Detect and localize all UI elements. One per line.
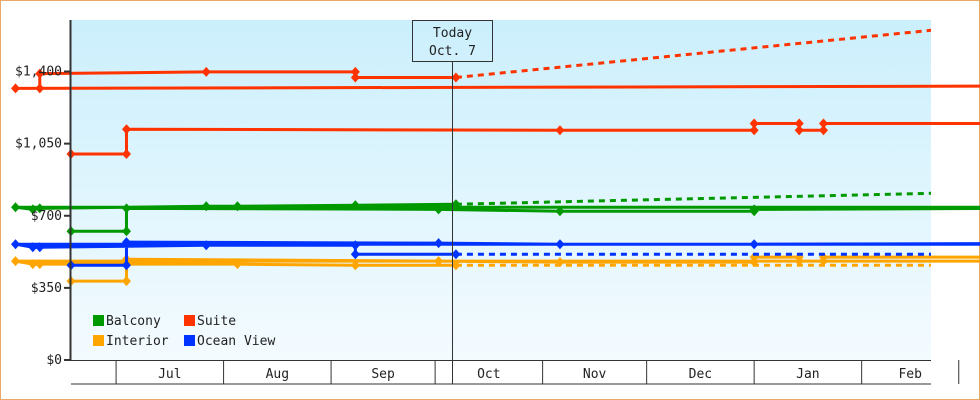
- series-suite: [11, 28, 980, 159]
- data-point: [11, 202, 21, 213]
- data-point: [201, 201, 211, 212]
- data-point: [794, 118, 804, 129]
- data-point: [11, 83, 21, 94]
- legend-item: Ocean View: [184, 334, 275, 349]
- data-point: [28, 204, 38, 215]
- x-tick-label: Jul: [158, 367, 181, 382]
- today-date: Oct. 7: [429, 44, 476, 59]
- data-point: [555, 125, 565, 136]
- plot-area: [71, 20, 931, 360]
- legend-item: Interior: [93, 334, 169, 349]
- data-point: [749, 118, 759, 129]
- x-tick-label: Oct: [477, 367, 500, 382]
- data-point: [35, 242, 45, 253]
- data-point: [350, 66, 360, 77]
- data-point: [121, 124, 131, 135]
- series-line: [14, 70, 980, 156]
- data-point: [555, 239, 565, 250]
- data-point: [35, 83, 45, 94]
- series-line: [14, 202, 980, 233]
- legend-swatch: [184, 335, 195, 346]
- data-point: [350, 240, 360, 251]
- data-point: [121, 237, 131, 248]
- data-point: [11, 256, 21, 267]
- data-point: [555, 206, 565, 217]
- data-point: [555, 257, 565, 268]
- x-tick-label: Aug: [266, 367, 289, 382]
- data-point: [35, 68, 45, 79]
- forecast-line: [455, 28, 932, 79]
- data-point: [201, 66, 211, 77]
- series-line: [14, 240, 980, 267]
- legend-item: Balcony: [93, 314, 161, 329]
- data-point: [350, 200, 360, 211]
- data-point: [11, 239, 21, 250]
- x-tick-label: Nov: [583, 367, 607, 382]
- legend-swatch: [93, 315, 104, 326]
- forecast-line: [455, 191, 932, 206]
- data-point: [819, 118, 828, 129]
- data-point: [232, 201, 242, 212]
- data-point: [232, 259, 242, 270]
- data-point: [749, 204, 759, 215]
- data-point: [350, 249, 360, 260]
- data-point: [434, 204, 444, 215]
- x-tick-label: Feb: [898, 367, 922, 382]
- data-point: [28, 242, 38, 253]
- legend-label: Suite: [197, 314, 236, 329]
- data-point: [434, 256, 444, 267]
- legend-swatch: [93, 335, 104, 346]
- data-point: [121, 276, 131, 287]
- x-tick-label: Dec: [689, 367, 712, 382]
- data-point: [201, 240, 211, 251]
- today-label: Today: [433, 26, 472, 41]
- y-tick-label: $1,400: [15, 65, 62, 80]
- legend-label: Balcony: [106, 314, 161, 329]
- data-point: [28, 259, 38, 270]
- data-point: [819, 125, 828, 136]
- data-point: [749, 239, 759, 250]
- data-point: [794, 125, 804, 136]
- data-point: [350, 72, 360, 83]
- data-point: [121, 226, 131, 237]
- series-balcony: [11, 191, 980, 237]
- legend-label: Ocean View: [197, 334, 275, 349]
- data-point: [121, 260, 131, 271]
- legend-swatch: [184, 315, 195, 326]
- y-tick-label: $1,050: [15, 137, 62, 152]
- legend-label: Interior: [106, 334, 169, 349]
- x-tick-label: Sep: [371, 367, 395, 382]
- series-interior: [11, 252, 980, 287]
- data-point: [35, 203, 45, 214]
- data-point: [451, 72, 461, 83]
- today-box: [412, 20, 493, 62]
- y-tick-label: $350: [31, 281, 62, 296]
- data-point: [451, 249, 461, 260]
- data-point: [35, 259, 45, 270]
- data-point: [451, 199, 461, 210]
- y-tick-label: $0: [46, 353, 62, 368]
- data-point: [350, 260, 360, 271]
- data-point: [749, 125, 759, 136]
- y-tick-label: $700: [31, 209, 62, 224]
- data-point: [434, 238, 444, 249]
- x-tick-label: Jan: [796, 367, 819, 382]
- data-point: [121, 148, 131, 159]
- data-point: [794, 256, 804, 267]
- data-point: [121, 203, 131, 214]
- legend-item: Suite: [184, 314, 236, 329]
- data-point: [451, 260, 461, 271]
